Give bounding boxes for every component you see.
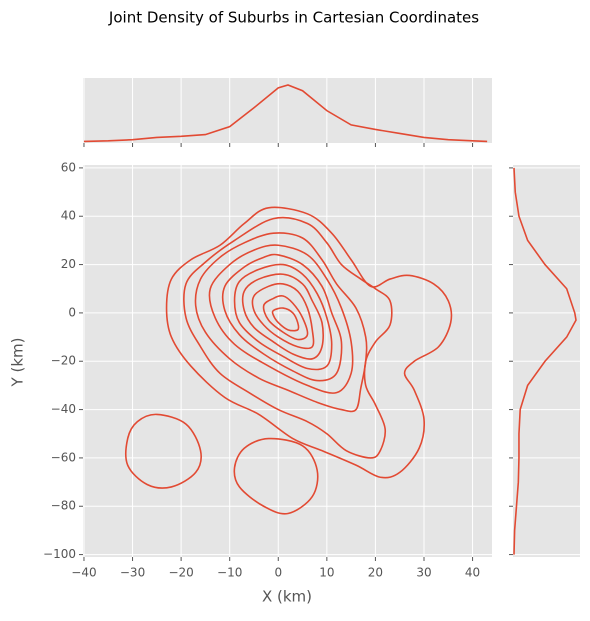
- contour-line: [271, 307, 300, 332]
- x-tick-label: 0: [274, 566, 282, 580]
- x-axis-label: X (km): [262, 588, 312, 606]
- contour-line: [165, 206, 453, 479]
- contour-line: [183, 216, 393, 459]
- y-tick-label: −80: [51, 499, 76, 513]
- x-tick-label: 30: [416, 566, 431, 580]
- y-tick-label: 0: [68, 305, 76, 319]
- y-tick-label: 20: [61, 257, 76, 271]
- x-tick-label: −40: [71, 566, 96, 580]
- x-tick-label: −20: [168, 566, 193, 580]
- contour-line: [233, 437, 319, 515]
- x-tick-label: −10: [217, 566, 242, 580]
- x-tick-label: 10: [319, 566, 334, 580]
- y-axis-label: Y (km): [9, 338, 27, 388]
- y-tick-label: 40: [61, 209, 76, 223]
- y-tick-label: −40: [51, 402, 76, 416]
- top-marginal-background: [83, 78, 492, 143]
- contour-line: [241, 273, 325, 360]
- y-tick-label: −20: [51, 354, 76, 368]
- y-tick-label: −100: [43, 547, 76, 561]
- contour-line: [221, 253, 343, 382]
- contour-line: [262, 294, 309, 341]
- x-tick-label: 20: [368, 566, 383, 580]
- chart-title: Joint Density of Suburbs in Cartesian Co…: [108, 9, 479, 27]
- marginal-y-density: [513, 167, 577, 555]
- contour-line: [208, 244, 354, 394]
- contour-line: [251, 282, 315, 350]
- x-tick-label: 40: [465, 566, 480, 580]
- y-tick-label: −60: [51, 450, 76, 464]
- contour-line: [233, 263, 333, 371]
- marginal-x-density: [83, 84, 488, 143]
- x-tick-label: −30: [120, 566, 145, 580]
- y-tick-label: 60: [61, 160, 76, 174]
- contour-line: [125, 413, 202, 489]
- contour-line: [194, 232, 368, 413]
